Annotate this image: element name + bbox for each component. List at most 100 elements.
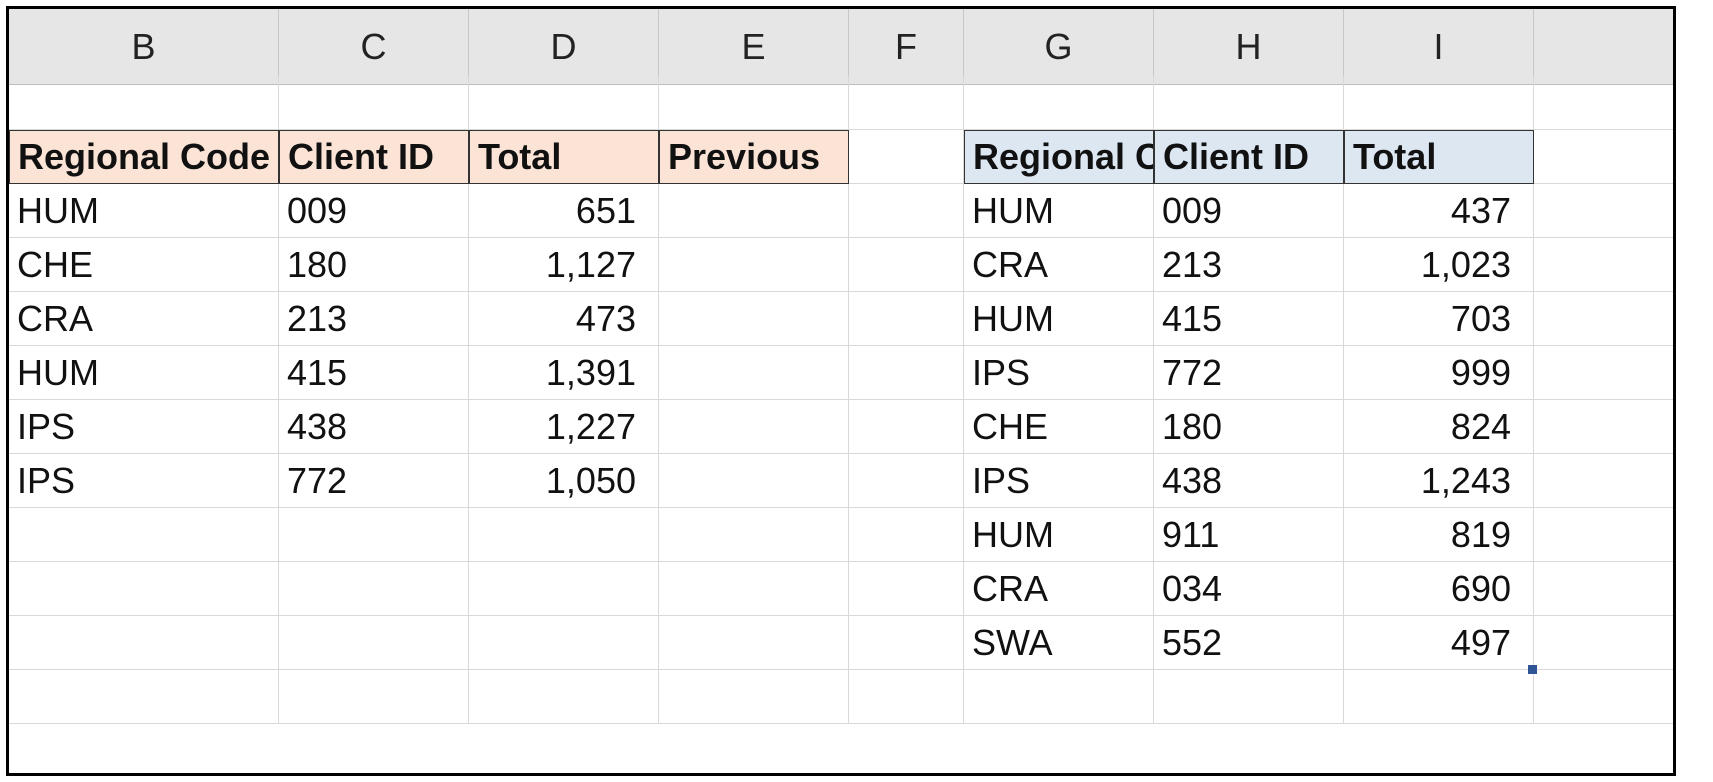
grid-cell[interactable] xyxy=(469,562,659,616)
grid-cell[interactable] xyxy=(469,670,659,724)
grid-cell[interactable] xyxy=(9,616,279,670)
grid-cell[interactable] xyxy=(279,616,469,670)
left-table-header-cell[interactable]: Total xyxy=(469,130,659,184)
grid-cell[interactable] xyxy=(1534,562,1673,616)
grid-cell[interactable] xyxy=(1534,616,1673,670)
grid-cell[interactable] xyxy=(1344,76,1534,130)
grid-cell[interactable] xyxy=(9,670,279,724)
left-table-header-cell[interactable]: Previous xyxy=(659,130,849,184)
left-table-cell[interactable]: IPS xyxy=(9,400,279,454)
grid-cell[interactable] xyxy=(964,76,1154,130)
grid-cell[interactable] xyxy=(849,346,964,400)
table-resize-handle[interactable] xyxy=(1528,665,1537,674)
left-table-cell[interactable]: 1,127 xyxy=(469,238,659,292)
left-table-cell[interactable]: 438 xyxy=(279,400,469,454)
grid-cell[interactable] xyxy=(1534,400,1673,454)
grid-cell[interactable] xyxy=(9,76,279,130)
right-table-header-cell[interactable]: Regional C xyxy=(964,130,1154,184)
grid-cell[interactable] xyxy=(1534,670,1673,724)
left-table-cell[interactable] xyxy=(659,292,849,346)
grid-cell[interactable] xyxy=(849,670,964,724)
right-table-cell[interactable]: 1,243 xyxy=(1344,454,1534,508)
left-table-cell[interactable]: HUM xyxy=(9,184,279,238)
left-table-cell[interactable]: IPS xyxy=(9,454,279,508)
grid-cell[interactable] xyxy=(659,76,849,130)
grid-cell[interactable] xyxy=(1534,130,1673,184)
grid-cell[interactable] xyxy=(9,562,279,616)
column-header-h[interactable]: H xyxy=(1154,9,1344,85)
column-header-d[interactable]: D xyxy=(469,9,659,85)
grid-cell[interactable] xyxy=(279,508,469,562)
grid-cell[interactable] xyxy=(849,76,964,130)
right-table-cell[interactable]: 009 xyxy=(1154,184,1344,238)
right-table-cell[interactable]: 819 xyxy=(1344,508,1534,562)
grid-cell[interactable] xyxy=(1534,508,1673,562)
column-header-c[interactable]: C xyxy=(279,9,469,85)
right-table-cell[interactable]: CRA xyxy=(964,562,1154,616)
left-table-cell[interactable] xyxy=(659,454,849,508)
left-table-cell[interactable]: HUM xyxy=(9,346,279,400)
grid-cell[interactable] xyxy=(1534,454,1673,508)
grid-cell[interactable] xyxy=(849,292,964,346)
grid-cell[interactable] xyxy=(1534,292,1673,346)
left-table-cell[interactable] xyxy=(659,346,849,400)
left-table-cell[interactable]: CRA xyxy=(9,292,279,346)
right-table-cell[interactable]: CRA xyxy=(964,238,1154,292)
grid-cell[interactable] xyxy=(849,400,964,454)
grid-cell[interactable] xyxy=(469,508,659,562)
grid-cell[interactable] xyxy=(1534,184,1673,238)
left-table-cell[interactable]: 415 xyxy=(279,346,469,400)
right-table-cell[interactable]: 552 xyxy=(1154,616,1344,670)
grid-cell[interactable] xyxy=(849,562,964,616)
right-table-cell[interactable]: 703 xyxy=(1344,292,1534,346)
grid-cell[interactable] xyxy=(469,616,659,670)
grid-cell[interactable] xyxy=(279,670,469,724)
right-table-header-cell[interactable]: Client ID xyxy=(1154,130,1344,184)
left-table-cell[interactable]: 1,391 xyxy=(469,346,659,400)
grid-cell[interactable] xyxy=(1534,76,1673,130)
right-table-cell[interactable]: 180 xyxy=(1154,400,1344,454)
grid-cell[interactable] xyxy=(659,670,849,724)
left-table-cell[interactable] xyxy=(659,184,849,238)
left-table-header-cell[interactable]: Regional Code xyxy=(9,130,279,184)
grid-cell[interactable] xyxy=(1154,76,1344,130)
left-table-cell[interactable]: 473 xyxy=(469,292,659,346)
column-header-e[interactable]: E xyxy=(659,9,849,85)
grid-cell[interactable] xyxy=(964,670,1154,724)
grid-cell[interactable] xyxy=(1154,670,1344,724)
right-table-cell[interactable]: 911 xyxy=(1154,508,1344,562)
right-table-cell[interactable]: 497 xyxy=(1344,616,1534,670)
right-table-cell[interactable]: CHE xyxy=(964,400,1154,454)
right-table-cell[interactable]: 999 xyxy=(1344,346,1534,400)
left-table-cell[interactable] xyxy=(659,238,849,292)
grid-cell[interactable] xyxy=(849,508,964,562)
grid-cell[interactable] xyxy=(849,454,964,508)
right-table-cell[interactable]: SWA xyxy=(964,616,1154,670)
right-table-cell[interactable]: 415 xyxy=(1154,292,1344,346)
column-header-g[interactable]: G xyxy=(964,9,1154,85)
right-table-cell[interactable]: 690 xyxy=(1344,562,1534,616)
grid-cell[interactable] xyxy=(1534,346,1673,400)
right-table-cell[interactable]: 772 xyxy=(1154,346,1344,400)
left-table-cell[interactable]: 651 xyxy=(469,184,659,238)
right-table-cell[interactable]: HUM xyxy=(964,508,1154,562)
right-table-cell[interactable]: IPS xyxy=(964,454,1154,508)
grid-cell[interactable] xyxy=(9,508,279,562)
left-table-cell[interactable]: 1,227 xyxy=(469,400,659,454)
right-table-cell[interactable]: IPS xyxy=(964,346,1154,400)
right-table-cell[interactable]: HUM xyxy=(964,184,1154,238)
grid-cell[interactable] xyxy=(849,238,964,292)
right-table-cell[interactable]: 438 xyxy=(1154,454,1344,508)
left-table-cell[interactable]: 1,050 xyxy=(469,454,659,508)
column-header-b[interactable]: B xyxy=(9,9,279,85)
column-header-i[interactable]: I xyxy=(1344,9,1534,85)
right-table-cell[interactable]: HUM xyxy=(964,292,1154,346)
left-table-header-cell[interactable]: Client ID xyxy=(279,130,469,184)
grid-cell[interactable] xyxy=(849,184,964,238)
left-table-cell[interactable]: 180 xyxy=(279,238,469,292)
right-table-cell[interactable]: 213 xyxy=(1154,238,1344,292)
grid-cell[interactable] xyxy=(659,508,849,562)
grid-cell[interactable] xyxy=(849,616,964,670)
grid-cell[interactable] xyxy=(469,76,659,130)
right-table-cell[interactable]: 034 xyxy=(1154,562,1344,616)
